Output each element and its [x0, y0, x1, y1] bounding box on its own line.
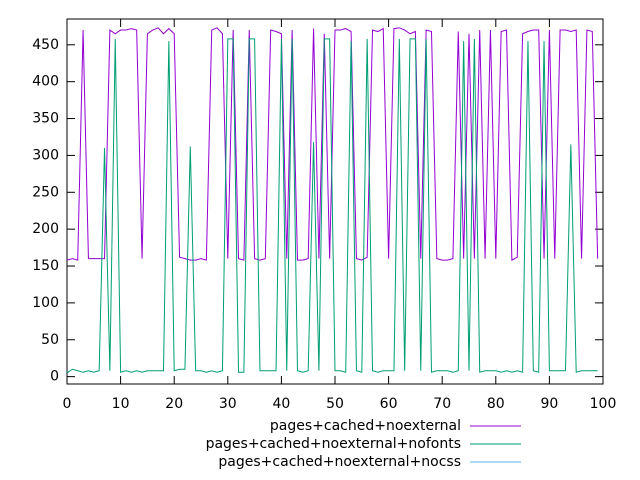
y-tick-label: 150 [32, 258, 59, 274]
series-line [66, 27, 599, 261]
y-tick-label: 450 [32, 37, 59, 53]
x-tick-label: 80 [487, 396, 505, 412]
x-tick-label: 50 [326, 396, 344, 412]
x-tick-label: 20 [165, 396, 183, 412]
y-tick-label: 0 [50, 369, 59, 385]
x-tick-label: 30 [219, 396, 237, 412]
y-tick-label: 400 [32, 74, 59, 90]
x-tick-label: 40 [272, 396, 290, 412]
x-tick-label: 0 [63, 396, 72, 412]
plot-frame [66, 18, 604, 385]
y-tick-label: 100 [32, 295, 59, 311]
y-tick-label: 350 [32, 111, 59, 127]
legend-label: pages+cached+noexternal+nocss [218, 454, 461, 470]
y-tick-label: 200 [32, 221, 59, 237]
legend-label: pages+cached+noexternal [270, 418, 461, 434]
x-tick-label: 70 [433, 396, 451, 412]
y-tick-label: 250 [32, 184, 59, 200]
y-tick-label: 50 [41, 332, 59, 348]
x-tick-label: 90 [540, 396, 558, 412]
x-tick-label: 60 [380, 396, 398, 412]
x-tick-label: 10 [112, 396, 130, 412]
y-tick-label: 300 [32, 147, 59, 163]
legend-label: pages+cached+noexternal+nofonts [206, 436, 461, 452]
x-tick-label: 100 [590, 396, 617, 412]
series-line [66, 38, 598, 374]
